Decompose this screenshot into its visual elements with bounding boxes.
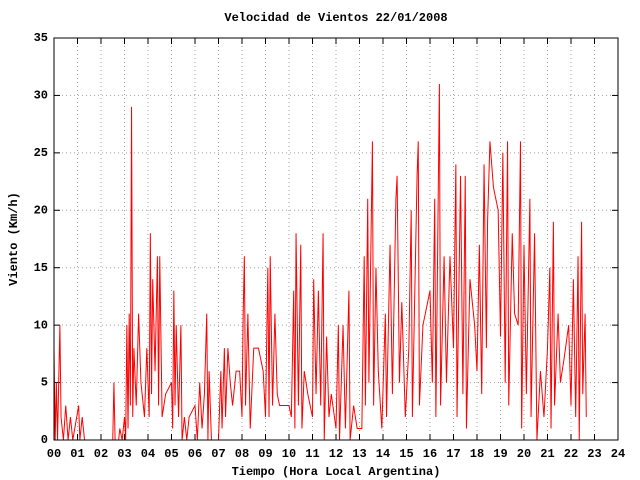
y-tick-label: 20 xyxy=(34,203,48,217)
x-tick-label: 23 xyxy=(587,447,601,461)
y-tick-label: 10 xyxy=(34,318,48,332)
x-tick-label: 03 xyxy=(117,447,131,461)
x-tick-label: 09 xyxy=(258,447,272,461)
x-axis-label: Tiempo (Hora Local Argentina) xyxy=(232,465,441,479)
x-tick-label: 06 xyxy=(188,447,202,461)
data-line xyxy=(53,83,587,441)
x-tick-label: 13 xyxy=(352,447,366,461)
x-tick-label: 05 xyxy=(164,447,178,461)
x-tick-label: 19 xyxy=(493,447,507,461)
x-tick-label: 02 xyxy=(94,447,108,461)
x-tick-label: 22 xyxy=(564,447,578,461)
x-tick-label: 01 xyxy=(70,447,84,461)
y-axis-label: Viento (Km/h) xyxy=(7,192,21,286)
x-tick-label: 10 xyxy=(282,447,296,461)
x-tick-label: 08 xyxy=(235,447,249,461)
x-tick-label: 24 xyxy=(611,447,625,461)
y-tick-label: 0 xyxy=(41,433,48,447)
x-tick-label: 21 xyxy=(540,447,554,461)
x-tick-label: 00 xyxy=(47,447,61,461)
x-tick-label: 20 xyxy=(517,447,531,461)
x-tick-label: 12 xyxy=(329,447,343,461)
x-tick-label: 11 xyxy=(305,447,319,461)
x-tick-label: 18 xyxy=(470,447,484,461)
y-tick-label: 35 xyxy=(34,31,48,45)
plot-border xyxy=(53,37,619,441)
chart-title: Velocidad de Vientos 22/01/2008 xyxy=(224,11,447,25)
x-tick-label: 04 xyxy=(141,447,155,461)
y-tick-label: 25 xyxy=(34,146,48,160)
y-tick-label: 15 xyxy=(34,261,48,275)
x-tick-label: 15 xyxy=(399,447,413,461)
y-tick-label: 30 xyxy=(34,89,48,103)
y-tick-label: 5 xyxy=(41,376,48,390)
x-tick-label: 17 xyxy=(446,447,460,461)
x-tick-label: 16 xyxy=(423,447,437,461)
x-tick-label: 07 xyxy=(211,447,225,461)
x-tick-label: 14 xyxy=(376,447,390,461)
